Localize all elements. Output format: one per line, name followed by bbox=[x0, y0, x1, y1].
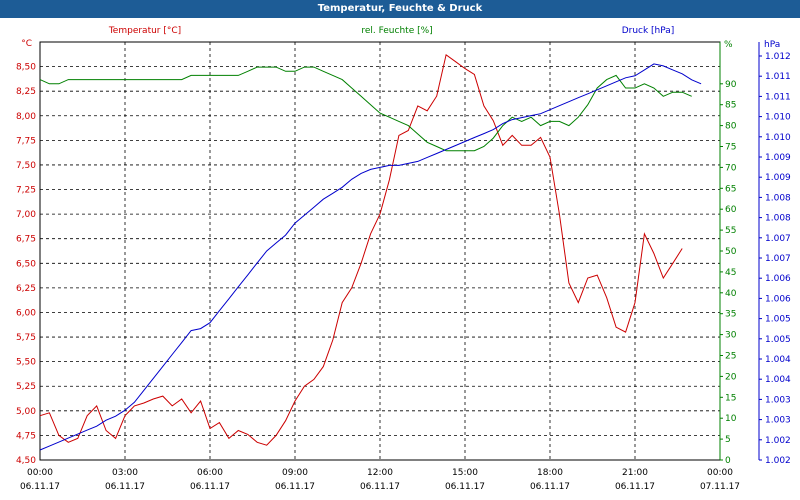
pressure-tick-label: 1.010 bbox=[765, 133, 791, 143]
pressure-axis: hPa 1.012 1.011 1.011 1.010 1.010 1.009 1.009 1.… bbox=[758, 40, 791, 466]
pressure-tick-label: 1.009 bbox=[765, 173, 791, 183]
x-tick-date: 06.11.17 bbox=[190, 482, 230, 492]
temperature-tick-label: 5,25 bbox=[16, 382, 36, 392]
humidity-tick-label: 15 bbox=[725, 393, 736, 403]
pressure-tick-label: 1.010 bbox=[765, 113, 791, 123]
humidity-tick-label: 85 bbox=[725, 101, 736, 111]
pressure-tick-label: 1.011 bbox=[765, 72, 791, 82]
line-chart: °C 8,50 8,25 8,00 7,75 7,50 7,25 7,00 6,75 6,50 6,… bbox=[16, 26, 791, 492]
x-tick-time: 18:00 bbox=[537, 468, 563, 478]
pressure-tick-label: 1.002 bbox=[765, 456, 791, 466]
temperature-tick-label: 6,75 bbox=[16, 235, 36, 245]
pressure-tick-label: 1.006 bbox=[765, 274, 791, 284]
humidity-tick-label: 30 bbox=[725, 331, 737, 341]
humidity-tick-label: 70 bbox=[725, 163, 737, 173]
pressure-tick-label: 1.008 bbox=[765, 193, 791, 203]
x-tick-time: 15:00 bbox=[452, 468, 478, 478]
grid bbox=[39, 42, 721, 461]
temperature-tick-label: 5,00 bbox=[16, 407, 36, 417]
x-tick-time: 09:00 bbox=[282, 468, 308, 478]
temperature-axis: °C 8,50 8,25 8,00 7,75 7,50 7,25 7,00 6,75 6,50 6,… bbox=[16, 39, 36, 466]
pressure-line bbox=[39, 63, 702, 451]
humidity-line bbox=[39, 66, 692, 152]
humidity-tick-label: 5 bbox=[725, 435, 731, 445]
temperature-tick-label: 7,25 bbox=[16, 186, 36, 196]
temperature-tick-label: 8,00 bbox=[16, 112, 36, 122]
humidity-tick-label: 20 bbox=[725, 372, 737, 382]
pressure-tick-label: 1.005 bbox=[765, 335, 791, 345]
temperature-tick-label: 4,50 bbox=[16, 456, 36, 466]
legend: Temperatur [°C] rel. Feuchte [%] Druck [hP… bbox=[108, 26, 674, 36]
temperature-tick-label: 6,00 bbox=[16, 308, 36, 318]
pressure-tick-label: 1.004 bbox=[765, 355, 791, 365]
humidity-tick-label: 45 bbox=[725, 268, 736, 278]
temperature-tick-label: 8,25 bbox=[16, 87, 36, 97]
x-tick-date: 06.11.17 bbox=[530, 482, 570, 492]
temperature-unit-label: °C bbox=[21, 39, 32, 49]
x-tick-time: 00:00 bbox=[27, 468, 53, 478]
pressure-tick-label: 1.003 bbox=[765, 395, 791, 405]
pressure-tick-label: 1.002 bbox=[765, 436, 791, 446]
humidity-tick-label: 55 bbox=[725, 226, 736, 236]
x-tick-date: 06.11.17 bbox=[20, 482, 60, 492]
x-tick-date: 07.11.17 bbox=[700, 482, 740, 492]
humidity-unit-label: % bbox=[724, 40, 733, 50]
temperature-tick-label: 8,50 bbox=[16, 63, 36, 73]
x-tick-time: 21:00 bbox=[622, 468, 648, 478]
temperature-tick-label: 5,75 bbox=[16, 333, 36, 343]
legend-label: Temperatur [°C] bbox=[108, 26, 181, 36]
x-tick-date: 06.11.17 bbox=[445, 482, 485, 492]
humidity-tick-label: 0 bbox=[725, 456, 731, 466]
legend-label: Druck [hPa] bbox=[622, 26, 675, 36]
window-title: Temperatur, Feuchte & Druck bbox=[0, 0, 800, 18]
pressure-tick-label: 1.009 bbox=[765, 153, 791, 163]
x-tick-time: 06:00 bbox=[197, 468, 223, 478]
pressure-tick-label: 1.012 bbox=[765, 52, 791, 62]
pressure-tick-label: 1.007 bbox=[765, 254, 791, 264]
x-tick-time: 00:00 bbox=[707, 468, 733, 478]
humidity-tick-label: 90 bbox=[725, 80, 737, 90]
temperature-tick-label: 7,50 bbox=[16, 161, 36, 171]
humidity-tick-label: 80 bbox=[725, 122, 737, 132]
temperature-tick-label: 6,50 bbox=[16, 259, 36, 269]
humidity-tick-label: 40 bbox=[725, 289, 737, 299]
x-tick-time: 03:00 bbox=[112, 468, 138, 478]
temperature-tick-label: 7,00 bbox=[16, 210, 36, 220]
humidity-tick-label: 35 bbox=[725, 310, 736, 320]
pressure-tick-label: 1.005 bbox=[765, 315, 791, 325]
temperature-tick-label: 4,75 bbox=[16, 431, 36, 441]
x-tick-date: 06.11.17 bbox=[360, 482, 400, 492]
series-group bbox=[39, 53, 702, 451]
pressure-tick-label: 1.003 bbox=[765, 416, 791, 426]
temperature-tick-label: 6,25 bbox=[16, 284, 36, 294]
legend-label: rel. Feuchte [%] bbox=[361, 26, 432, 36]
humidity-tick-label: 10 bbox=[725, 414, 737, 424]
temperature-tick-label: 7,75 bbox=[16, 136, 36, 146]
temperature-tick-label: 5,50 bbox=[16, 358, 36, 368]
humidity-tick-label: 25 bbox=[725, 352, 736, 362]
x-tick-date: 06.11.17 bbox=[275, 482, 315, 492]
humidity-tick-label: 65 bbox=[725, 184, 736, 194]
x-tick-date: 06.11.17 bbox=[615, 482, 655, 492]
pressure-tick-label: 1.007 bbox=[765, 234, 791, 244]
temperature-line bbox=[39, 53, 683, 446]
x-tick-time: 12:00 bbox=[367, 468, 393, 478]
pressure-tick-label: 1.006 bbox=[765, 294, 791, 304]
humidity-tick-label: 50 bbox=[725, 247, 737, 257]
humidity-tick-label: 60 bbox=[725, 205, 737, 215]
x-tick-date: 06.11.17 bbox=[105, 482, 145, 492]
pressure-tick-label: 1.008 bbox=[765, 214, 791, 224]
pressure-tick-label: 1.011 bbox=[765, 92, 791, 102]
pressure-unit-label: hPa bbox=[764, 40, 780, 50]
pressure-tick-label: 1.004 bbox=[765, 375, 791, 385]
humidity-tick-label: 75 bbox=[725, 143, 736, 153]
x-axis: 00:00 06.11.17 03:00 06.11.17 06:00 06.11.17 0… bbox=[20, 468, 740, 492]
